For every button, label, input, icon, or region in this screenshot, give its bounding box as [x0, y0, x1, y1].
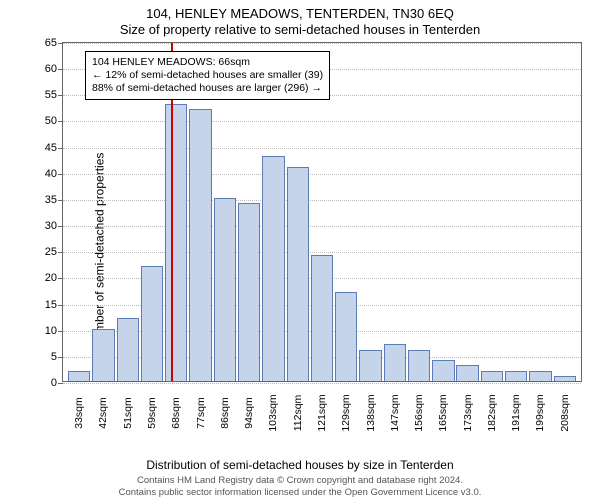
xtick-label: 121sqm: [316, 394, 328, 431]
bar-slot: 208sqm: [553, 43, 577, 381]
bar-slot: 173sqm: [456, 43, 480, 381]
bar-slot: 165sqm: [431, 43, 455, 381]
xtick-label: 208sqm: [559, 394, 571, 431]
annotation-line: 104 HENLEY MEADOWS: 66sqm: [92, 56, 323, 69]
xtick-label: 51sqm: [122, 397, 134, 429]
xtick-label: 68sqm: [170, 397, 182, 429]
annotation-line: 88% of semi-detached houses are larger (…: [92, 82, 323, 95]
ytick-label: 45: [45, 142, 57, 154]
bar-slot: 182sqm: [480, 43, 504, 381]
ytick-label: 65: [45, 37, 57, 49]
xtick-label: 147sqm: [389, 394, 401, 431]
footer-line-1: Contains HM Land Registry data © Crown c…: [0, 475, 600, 486]
ytick-label: 20: [45, 272, 57, 284]
xtick-label: 138sqm: [365, 394, 377, 431]
histogram-bar: [141, 266, 163, 381]
plot-area: 0510152025303540455055606533sqm42sqm51sq…: [62, 42, 582, 382]
ytick-label: 25: [45, 246, 57, 258]
bar-slot: 147sqm: [383, 43, 407, 381]
histogram-bar: [408, 350, 430, 381]
xtick-label: 103sqm: [267, 394, 279, 431]
xtick-label: 199sqm: [534, 394, 546, 431]
ytick-mark: [58, 383, 63, 384]
histogram-bar: [68, 371, 90, 381]
histogram-bar: [456, 365, 478, 381]
xtick-label: 86sqm: [219, 397, 231, 429]
histogram-bar: [262, 156, 284, 381]
xtick-label: 129sqm: [340, 394, 352, 431]
xtick-label: 165sqm: [437, 394, 449, 431]
xtick-label: 173sqm: [462, 394, 474, 431]
xtick-label: 182sqm: [486, 394, 498, 431]
histogram-bar: [505, 371, 527, 381]
histogram-bar: [432, 360, 454, 381]
chart-subtitle: Size of property relative to semi-detach…: [0, 22, 600, 37]
bar-slot: 129sqm: [334, 43, 358, 381]
ytick-label: 0: [51, 377, 57, 389]
xtick-label: 191sqm: [510, 394, 522, 431]
histogram-bar: [311, 255, 333, 381]
ytick-label: 60: [45, 63, 57, 75]
histogram-bar: [92, 329, 114, 381]
ytick-label: 55: [45, 89, 57, 101]
footer-line-2: Contains public sector information licen…: [0, 487, 600, 498]
ytick-label: 15: [45, 299, 57, 311]
histogram-bar: [554, 376, 576, 381]
ytick-label: 35: [45, 194, 57, 206]
annotation-line: ← 12% of semi-detached houses are smalle…: [92, 69, 323, 82]
histogram-bar: [165, 104, 187, 381]
ytick-label: 10: [45, 325, 57, 337]
annotation-box: 104 HENLEY MEADOWS: 66sqm← 12% of semi-d…: [85, 51, 330, 100]
footer-attribution: Contains HM Land Registry data © Crown c…: [0, 475, 600, 498]
x-axis-label: Distribution of semi-detached houses by …: [0, 458, 600, 472]
chart-title: 104, HENLEY MEADOWS, TENTERDEN, TN30 6EQ: [0, 6, 600, 21]
histogram-bar: [238, 203, 260, 381]
bar-slot: 156sqm: [407, 43, 431, 381]
xtick-label: 42sqm: [97, 397, 109, 429]
histogram-bar: [529, 371, 551, 381]
gridline: [63, 383, 581, 384]
histogram-bar: [189, 109, 211, 381]
ytick-label: 50: [45, 115, 57, 127]
xtick-label: 77sqm: [195, 397, 207, 429]
histogram-bar: [481, 371, 503, 381]
histogram-bar: [117, 318, 139, 381]
xtick-label: 59sqm: [146, 397, 158, 429]
ytick-label: 40: [45, 168, 57, 180]
xtick-label: 94sqm: [243, 397, 255, 429]
chart-container: 104, HENLEY MEADOWS, TENTERDEN, TN30 6EQ…: [0, 0, 600, 500]
bar-slot: 138sqm: [358, 43, 382, 381]
ytick-label: 5: [51, 351, 57, 363]
bar-slot: 199sqm: [528, 43, 552, 381]
histogram-bar: [359, 350, 381, 381]
xtick-label: 156sqm: [413, 394, 425, 431]
ytick-label: 30: [45, 220, 57, 232]
histogram-bar: [214, 198, 236, 381]
xtick-label: 112sqm: [292, 395, 304, 432]
histogram-bar: [335, 292, 357, 381]
xtick-label: 33sqm: [73, 397, 85, 429]
histogram-bar: [384, 344, 406, 381]
bar-slot: 191sqm: [504, 43, 528, 381]
histogram-bar: [287, 167, 309, 381]
